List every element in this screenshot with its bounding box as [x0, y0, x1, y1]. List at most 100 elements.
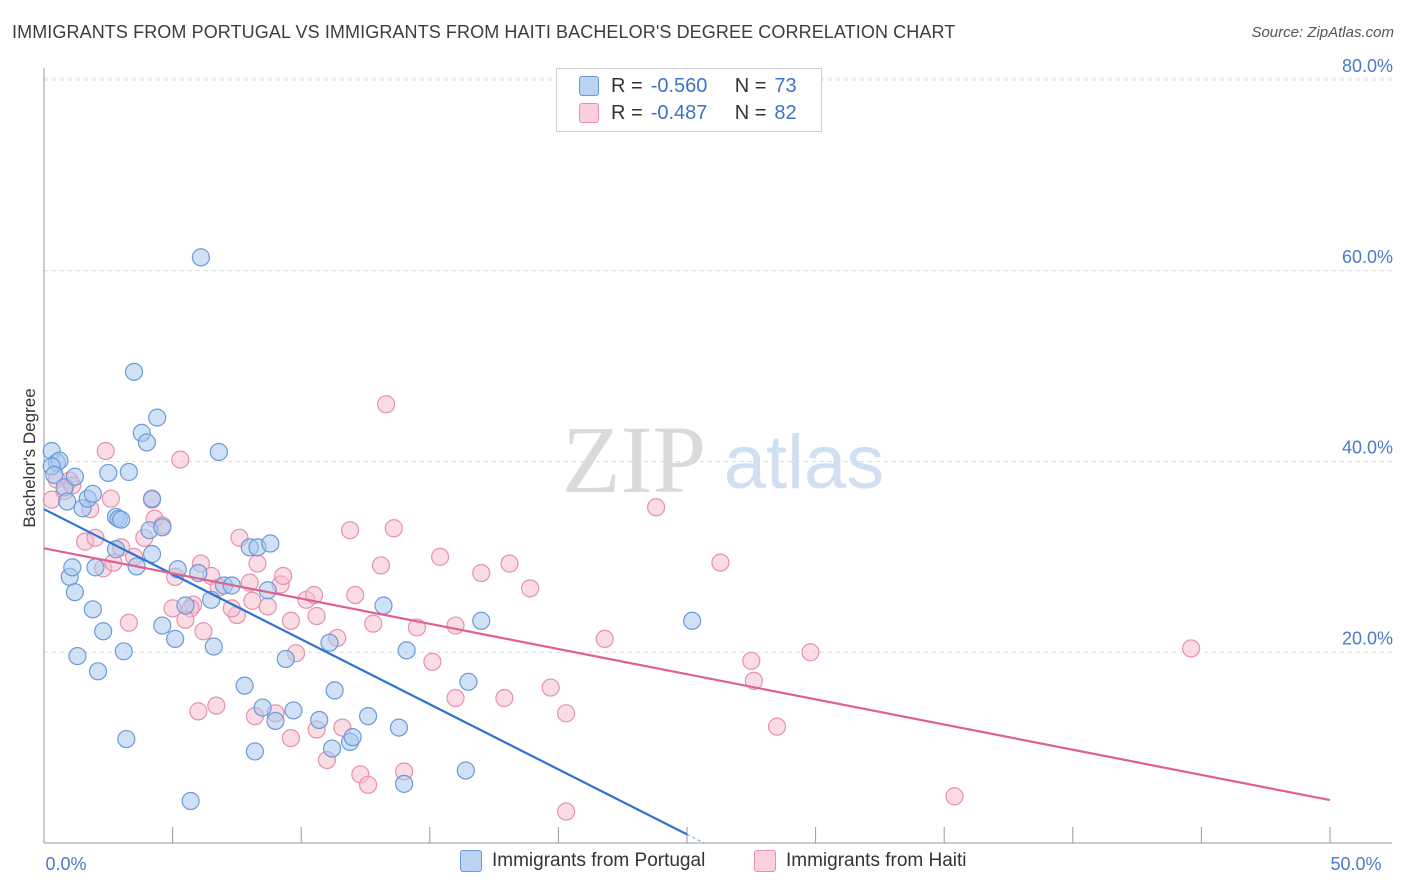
- portugal-point: [204, 637, 223, 656]
- portugal-point: [45, 465, 64, 484]
- haiti-n-value: 82: [774, 101, 797, 124]
- haiti-r-value: -0.487: [650, 101, 708, 124]
- haiti-legend-swatch: [754, 850, 776, 872]
- portugal-point: [245, 742, 265, 761]
- haiti-point: [430, 547, 450, 566]
- y-tick-label: 40.0%: [1342, 438, 1393, 458]
- portugal-point: [94, 622, 113, 641]
- legend-row-portugal: R = -0.560 N = 73: [579, 73, 797, 99]
- portugal-point: [683, 611, 702, 630]
- portugal-point: [137, 433, 156, 452]
- portugal-point: [58, 492, 77, 511]
- portugal-point: [99, 463, 118, 483]
- portugal-point: [191, 248, 210, 267]
- haiti-point: [557, 802, 576, 821]
- haiti-point: [346, 585, 365, 605]
- haiti-point: [557, 704, 576, 723]
- portugal-swatch: [579, 76, 599, 96]
- portugal-legend-label: Immigrants from Portugal: [492, 850, 706, 871]
- portugal-point: [343, 728, 362, 747]
- portugal-point: [459, 672, 478, 691]
- haiti-trend-line: [43, 547, 1331, 802]
- haiti-point: [101, 489, 120, 508]
- legend-n-label: N =: [734, 101, 767, 124]
- trend-lines: [43, 508, 1331, 844]
- portugal-point: [266, 711, 285, 731]
- haiti-point: [446, 688, 465, 708]
- portugal-point: [68, 646, 87, 666]
- haiti-point: [96, 441, 115, 461]
- haiti-point: [258, 597, 277, 616]
- bottom-legend-haiti: Immigrants from Haiti: [754, 850, 967, 872]
- portugal-point: [397, 641, 416, 660]
- portugal-point: [112, 510, 131, 529]
- portugal-point: [86, 558, 105, 577]
- portugal-trend-line: [43, 508, 688, 836]
- axes: [43, 68, 1392, 844]
- portugal-point: [209, 442, 228, 462]
- portugal-point: [166, 629, 185, 648]
- y-tick-label: 80.0%: [1342, 56, 1393, 76]
- portugal-point: [389, 718, 409, 737]
- y-tick-label: 60.0%: [1342, 247, 1393, 267]
- portugal-point: [358, 707, 378, 726]
- portugal-point: [153, 518, 172, 537]
- haiti-point: [207, 696, 226, 715]
- haiti-point: [500, 554, 519, 573]
- haiti-point: [521, 579, 540, 598]
- portugal-point: [253, 698, 272, 717]
- haiti-point: [340, 521, 360, 540]
- haiti-point: [119, 613, 138, 632]
- watermark: ZIP atlas: [562, 406, 884, 513]
- portugal-point: [83, 600, 102, 619]
- legend-n-label: N =: [734, 74, 767, 97]
- chart-title: IMMIGRANTS FROM PORTUGAL VS IMMIGRANTS F…: [12, 22, 956, 42]
- portugal-point: [119, 462, 138, 482]
- haiti-swatch: [579, 103, 599, 123]
- source-note: Source: ZipAtlas.com: [1251, 24, 1394, 41]
- x-tick-label: 50.0%: [1330, 854, 1381, 874]
- haiti-point: [358, 775, 378, 794]
- haiti-point: [495, 688, 514, 708]
- haiti-point: [744, 671, 763, 690]
- portugal-point: [88, 662, 108, 681]
- portugal-point: [276, 649, 295, 669]
- watermark-atlas: atlas: [724, 420, 885, 505]
- y-tick-label: 20.0%: [1342, 628, 1393, 648]
- portugal-point: [148, 408, 167, 427]
- portugal-point: [142, 544, 162, 564]
- haiti-point: [281, 611, 301, 630]
- portugal-legend-swatch: [460, 850, 482, 872]
- portugal-point: [472, 611, 491, 630]
- haiti-point: [647, 498, 666, 517]
- portugal-point: [65, 467, 84, 486]
- portugal-point: [117, 729, 136, 749]
- stats-legend: R = -0.560 N = 73 R = -0.487 N = 82: [556, 68, 822, 132]
- haiti-point: [945, 787, 964, 806]
- haiti-point: [189, 702, 208, 721]
- haiti-legend-label: Immigrants from Haiti: [786, 850, 967, 871]
- legend-r-label: R =: [611, 74, 643, 97]
- portugal-point: [153, 616, 172, 635]
- haiti-point: [541, 678, 560, 697]
- portugal-r-value: -0.560: [650, 74, 708, 97]
- haiti-point: [472, 563, 491, 583]
- haiti-point: [742, 651, 761, 670]
- portugal-point: [83, 484, 102, 504]
- haiti-point: [248, 554, 267, 573]
- portugal-n-value: 73: [774, 74, 797, 97]
- haiti-point: [376, 395, 396, 414]
- haiti-point: [171, 450, 190, 469]
- portugal-points: [42, 248, 702, 811]
- haiti-point: [423, 652, 442, 671]
- haiti-point: [274, 566, 293, 586]
- haiti-point: [243, 591, 262, 610]
- haiti-point: [1182, 639, 1201, 658]
- haiti-point: [446, 616, 465, 635]
- haiti-point: [371, 556, 391, 575]
- portugal-point: [322, 739, 342, 758]
- y-axis-label: Bachelor's Degree: [20, 388, 39, 527]
- portugal-point: [394, 774, 414, 793]
- portugal-point: [261, 534, 280, 553]
- haiti-point: [767, 717, 787, 736]
